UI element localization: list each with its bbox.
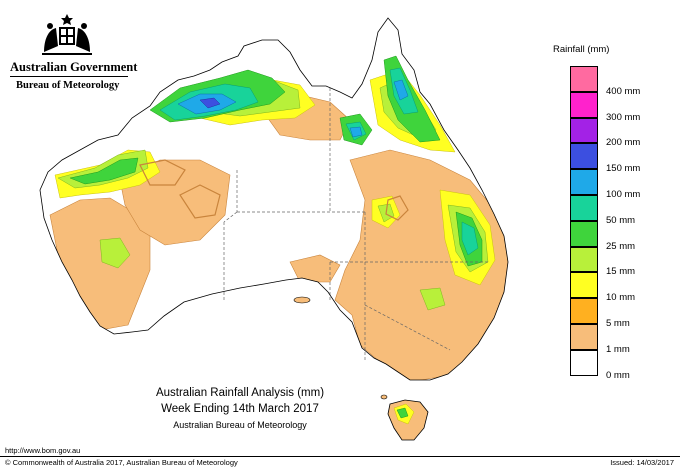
legend-label: 15 mm [606,266,636,278]
legend-label: 400 mm [606,85,641,97]
legend-label: 25 mm [606,240,636,252]
map-source: Australian Bureau of Meteorology [173,420,307,430]
legend-label: 200 mm [606,137,641,149]
legend-swatch [570,298,598,324]
map-period: Week Ending 14th March 2017 [161,403,319,415]
coat-of-arms-icon [42,14,92,55]
map-title: Australian Rainfall Analysis (mm) [155,387,325,399]
legend-label: 300 mm [606,111,641,123]
legend-swatch [570,220,598,247]
legend-title: Rainfall (mm) [553,44,610,55]
website-url: http://www.bom.gov.au [5,446,81,455]
issued-date: Issued: 14/03/2017 [610,458,674,467]
government-title: Australian Government [10,60,138,74]
legend-swatch [570,91,598,118]
legend-label: 10 mm [606,292,636,304]
legend-swatch [570,246,598,273]
legend-label: 100 mm [606,189,641,200]
legend-swatch [570,195,598,221]
legend-label: 150 mm [606,163,641,175]
legend-swatch [570,169,598,195]
footer-divider [0,456,680,457]
legend-swatch [570,143,598,170]
legend-swatch [570,117,598,144]
legend-label: 1 mm [606,343,630,355]
legend-label: 0 mm [606,369,630,381]
copyright-notice: © Commonwealth of Australia 2017, Austra… [5,458,238,467]
legend-swatch [570,272,598,299]
header-divider [10,76,128,77]
legend-swatch [570,324,598,350]
bureau-title: Bureau of Meteorology [16,80,120,91]
legend-label: 50 mm [606,214,636,226]
legend-label: 5 mm [606,318,630,329]
legend-swatch [570,66,598,92]
coastline [39,17,509,381]
legend-swatch [570,349,598,376]
